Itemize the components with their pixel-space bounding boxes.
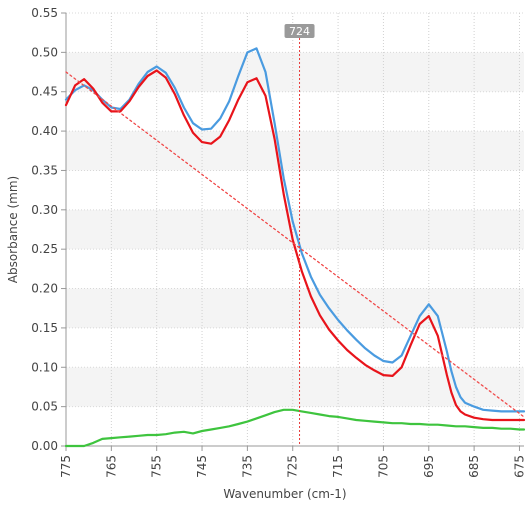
plot-band bbox=[66, 170, 524, 210]
y-tick-label: 0.50 bbox=[31, 45, 58, 59]
y-axis-title: Absorbance (mm) bbox=[6, 176, 20, 283]
x-tick-label: 735 bbox=[240, 455, 254, 478]
x-tick-label: 725 bbox=[286, 455, 300, 478]
y-tick-label: 0.25 bbox=[31, 242, 58, 256]
x-tick-label: 765 bbox=[104, 455, 118, 478]
plot-band bbox=[66, 327, 524, 368]
cursor-layer: 724 bbox=[284, 24, 315, 446]
cursor-badge bbox=[284, 24, 315, 38]
y-tick-label: 0.40 bbox=[31, 124, 58, 138]
y-tick-label: 0.30 bbox=[31, 203, 58, 217]
x-tick-label: 715 bbox=[331, 455, 345, 478]
x-tick-label: 745 bbox=[195, 455, 209, 478]
y-tick-label: 0.45 bbox=[31, 85, 58, 99]
cursor-value-label: 724 bbox=[289, 25, 310, 38]
x-tick-label: 675 bbox=[512, 455, 526, 478]
plot-band bbox=[66, 249, 524, 289]
x-tick-label: 755 bbox=[150, 455, 164, 478]
x-tick-label: 705 bbox=[376, 455, 390, 478]
y-tick-label: 0.20 bbox=[31, 282, 58, 296]
axes bbox=[61, 12, 524, 451]
series-line-4 bbox=[65, 71, 525, 418]
x-axis-title: Wavenumber (cm-1) bbox=[223, 487, 346, 501]
y-tick-label: 0.35 bbox=[31, 163, 58, 177]
y-tick-label: 0.15 bbox=[31, 321, 58, 335]
plot-band bbox=[66, 91, 524, 132]
y-tick-label: 0.10 bbox=[31, 360, 58, 374]
y-tick-label: 0.55 bbox=[31, 6, 58, 20]
plot-band bbox=[66, 52, 524, 92]
plot-band bbox=[66, 131, 524, 171]
y-tick-label: 0.00 bbox=[31, 439, 58, 453]
series-line-3 bbox=[64, 408, 526, 448]
series-layer bbox=[64, 47, 526, 448]
tick-labels: 0.00 0.05 0.10 0.15 0.20 0.25 0.30 0.35 0.40 0.45… bbox=[31, 6, 526, 478]
plot-band bbox=[66, 288, 524, 328]
x-tick-label: 695 bbox=[422, 455, 436, 478]
y-tick-label: 0.05 bbox=[31, 400, 58, 414]
series-line-2 bbox=[64, 69, 526, 422]
series-line-1 bbox=[64, 47, 526, 413]
x-tick-label: 775 bbox=[59, 455, 73, 478]
x-tick-label: 685 bbox=[467, 455, 481, 478]
